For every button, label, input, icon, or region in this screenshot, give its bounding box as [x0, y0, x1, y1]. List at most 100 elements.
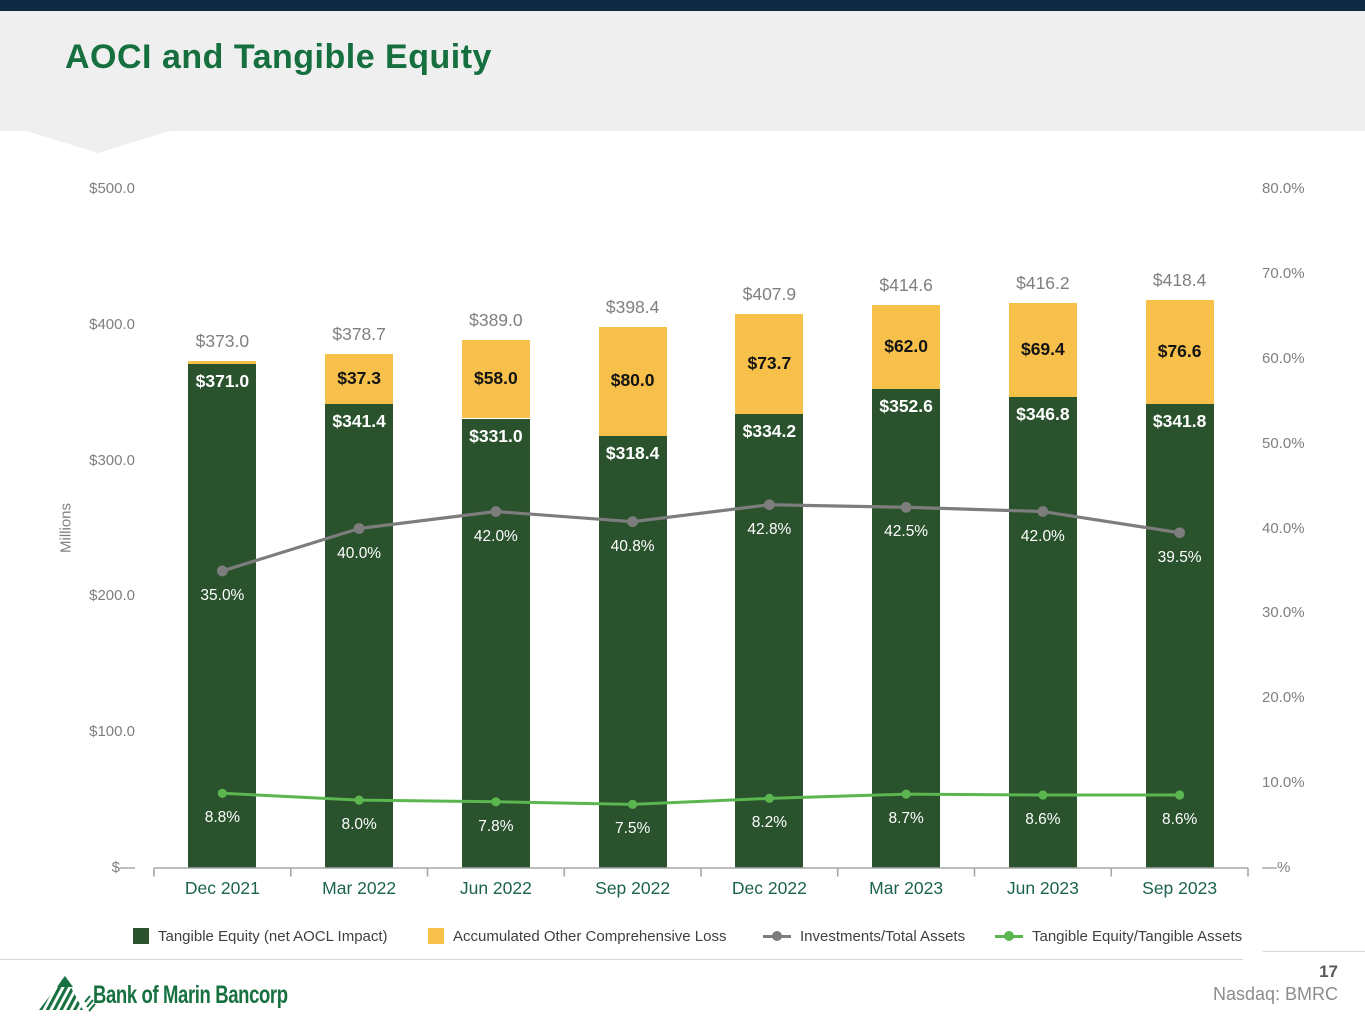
- left-axis-tick-label: $200.0: [89, 587, 135, 605]
- investments-pct-label: 40.0%: [337, 544, 382, 562]
- investments-pct-label: 42.0%: [1020, 527, 1065, 545]
- bar-aocl-value-label: $76.6: [1157, 340, 1202, 361]
- investments-pct-label: 42.5%: [884, 523, 929, 541]
- category-label: Dec 2022: [731, 878, 807, 898]
- bar-total-label: $389.0: [469, 309, 523, 330]
- left-axis-tick-label: $500.0: [89, 180, 135, 197]
- bar-segment-aocl: [872, 304, 941, 390]
- category-label: Sep 2022: [595, 878, 671, 898]
- nasdaq-ticker: Nasdaq: BMRC: [1212, 984, 1338, 1004]
- left-axis-tick-label: $300.0: [89, 451, 135, 469]
- legend-label: Tangible Equity/Tangible Assets: [1032, 927, 1243, 945]
- bar-aocl-value-label: $80.0: [610, 370, 655, 391]
- bar-total-label: $416.2: [1016, 272, 1070, 293]
- bar-aocl-value-label: $69.4: [1020, 338, 1065, 359]
- bar-segment-tangible-equity: [461, 418, 530, 868]
- bar-segment-tangible-equity: [598, 435, 667, 868]
- chart-legend: Tangible Equity (net AOCL Impact) Accumul…: [0, 924, 1365, 948]
- page-title: AOCI and Tangible Equity: [65, 38, 492, 76]
- legend-item: Tangible Equity/Tangible Assets: [995, 924, 1242, 948]
- logo-mountain-icon: [39, 976, 96, 1012]
- equity-ratio-pct-label: 8.2%: [751, 814, 788, 832]
- bar-equity-value-label: $318.4: [605, 442, 660, 463]
- bar-total-label: $398.4: [605, 296, 660, 317]
- bar-total-label: $414.6: [879, 274, 933, 295]
- investments-pct-label: 40.8%: [610, 537, 655, 555]
- footer-divider-right: [1263, 951, 1365, 953]
- category-label: Jun 2023: [1006, 878, 1079, 898]
- equity-ratio-pct-label: 8.6%: [1025, 811, 1061, 828]
- bar-segment-aocl: [188, 361, 257, 365]
- left-axis-title: Millions: [57, 502, 75, 554]
- top-accent-bar: [0, 0, 1365, 11]
- equity-ratio-pct-label: 7.5%: [614, 820, 651, 838]
- left-axis-tick-label: $100.0: [89, 723, 135, 741]
- bar-equity-value-label: $334.2: [742, 421, 797, 442]
- right-axis-tick-label: 60.0%: [1262, 349, 1305, 367]
- legend-swatch-icon: [133, 928, 149, 944]
- bar-aocl-value-label: $37.3: [337, 368, 382, 389]
- bar-segment-aocl: [735, 314, 804, 415]
- equity-ratio-pct-label: 8.0%: [341, 816, 377, 834]
- bar-segment-aocl: [325, 353, 394, 405]
- bar-equity-value-label: $341.4: [332, 411, 386, 432]
- bar-segment-tangible-equity: [1008, 397, 1077, 868]
- bar-equity-value-label: $371.0: [195, 371, 250, 392]
- bar-segment-tangible-equity: [735, 414, 804, 868]
- right-axis-tick-label: 20.0%: [1262, 689, 1305, 707]
- bar-equity-value-label: $331.0: [469, 425, 523, 446]
- bar-total-label: $378.7: [332, 323, 386, 344]
- logo-text: Bank of Marin Bancorp: [93, 980, 288, 1008]
- bar-equity-value-label: $346.8: [1016, 404, 1070, 425]
- bar-segment-aocl: [461, 339, 530, 419]
- left-axis-tick-label: $—: [111, 859, 135, 876]
- header-band: [0, 11, 1365, 131]
- equity-ratio-pct-label: 8.8%: [204, 809, 241, 827]
- right-axis-tick-label: 50.0%: [1262, 434, 1305, 452]
- category-label: Mar 2023: [869, 878, 944, 898]
- bar-aocl-value-label: $58.0: [473, 368, 518, 389]
- bar-segment-aocl: [598, 326, 667, 436]
- legend-item: Accumulated Other Comprehensive Loss: [428, 924, 726, 948]
- left-axis-tick-label: $400.0: [89, 315, 135, 333]
- legend-label: Accumulated Other Comprehensive Loss: [453, 927, 727, 945]
- page-number: 17: [1319, 962, 1338, 981]
- right-axis-tick-label: —%: [1262, 859, 1291, 876]
- right-axis-tick-label: 10.0%: [1262, 774, 1305, 792]
- investments-pct-label: 42.0%: [473, 527, 518, 545]
- legend-line-dot-icon: [763, 930, 791, 942]
- header-band-chevron: [23, 130, 173, 153]
- legend-line-dot-icon: [995, 930, 1023, 942]
- bar-segment-tangible-equity: [325, 404, 394, 868]
- legend-label: Tangible Equity (net AOCL Impact): [158, 927, 388, 945]
- investments-pct-label: 42.8%: [747, 520, 792, 538]
- equity-ratio-pct-label: 7.8%: [478, 817, 514, 835]
- equity-ratio-pct-label: 8.6%: [1161, 811, 1198, 828]
- bar-equity-value-label: $341.8: [1152, 410, 1207, 431]
- equity-ratio-pct-label: 8.7%: [888, 810, 924, 828]
- bar-total-label: $373.0: [195, 331, 250, 352]
- bar-aocl-value-label: $73.7: [747, 353, 792, 374]
- footer-divider: [0, 959, 1243, 961]
- investments-pct-label: 35.0%: [200, 586, 245, 604]
- right-axis-tick-label: 70.0%: [1262, 264, 1305, 282]
- category-label: Jun 2022: [459, 878, 532, 898]
- category-label: Sep 2023: [1142, 878, 1218, 898]
- legend-swatch-icon: [428, 928, 444, 944]
- category-label: Mar 2022: [322, 878, 397, 898]
- legend-item: Tangible Equity (net AOCL Impact): [133, 924, 388, 948]
- bar-segment-aocl: [1145, 299, 1214, 404]
- bar-aocl-value-label: $62.0: [884, 336, 929, 357]
- bar-total-label: $407.9: [742, 284, 797, 305]
- bank-of-marin-logo: Bank of Marin Bancorp: [39, 976, 288, 1012]
- legend-label: Investments/Total Assets: [800, 927, 966, 945]
- bar-segment-tangible-equity: [188, 364, 257, 868]
- bar-segment-tangible-equity: [1145, 403, 1214, 868]
- bar-segment-aocl: [1008, 302, 1077, 398]
- category-label: Dec 2021: [184, 878, 260, 898]
- right-axis-tick-label: 80.0%: [1262, 180, 1305, 197]
- bar-total-label: $418.4: [1152, 269, 1207, 290]
- bar-segment-tangible-equity: [872, 389, 941, 868]
